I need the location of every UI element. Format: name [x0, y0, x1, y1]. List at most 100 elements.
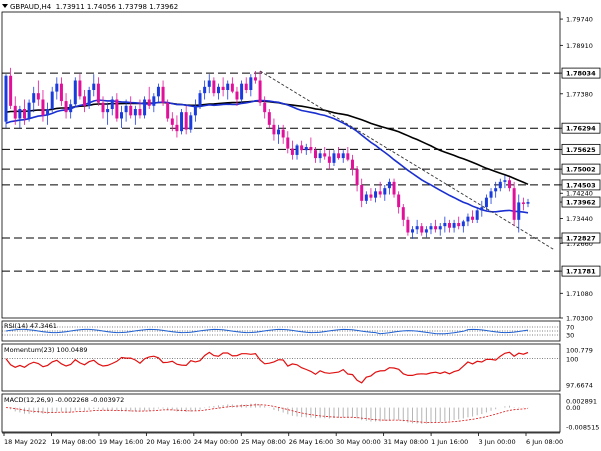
time-tick-label: 26 May 16:00: [289, 438, 334, 446]
candle-body: [189, 115, 193, 130]
current-price-tag-box: [561, 196, 601, 208]
chart-header: GBPAUD,H4 1.73911 1.74056 1.73798 1.7396…: [2, 3, 178, 11]
candle-body: [397, 194, 401, 208]
candle-body: [452, 223, 456, 228]
candle-body: [374, 191, 378, 198]
candle-body: [475, 210, 479, 220]
candle-body: [78, 80, 82, 97]
candle-body: [230, 83, 234, 92]
candle-body: [124, 105, 128, 113]
candle-body: [480, 207, 484, 211]
macd-tick-label: -0.008515: [566, 424, 599, 432]
candle-body: [175, 124, 179, 132]
candle-body: [327, 156, 331, 163]
candle-body: [216, 86, 220, 94]
candle-body: [387, 181, 391, 189]
candle-body: [253, 77, 257, 81]
candle-body: [110, 99, 114, 109]
candle-body: [87, 90, 91, 106]
candle-body: [318, 153, 322, 159]
candle-body: [138, 109, 142, 116]
candle-body: [32, 93, 36, 103]
price-tick-label: 1.73440: [566, 215, 593, 223]
candle-body: [424, 229, 428, 233]
macd-panel-frame: [1, 393, 561, 433]
level-tag-label: 1.74503: [566, 181, 596, 189]
candle-body: [13, 105, 17, 119]
candle-body: [392, 181, 396, 195]
rsi-level-label: 70: [566, 324, 574, 332]
time-tick-label: 18 May 2022: [4, 438, 46, 446]
candle-body: [447, 223, 451, 228]
momentum-line: [5, 351, 529, 384]
candle-body: [198, 93, 202, 106]
time-tick-label: 20 May 16:00: [146, 438, 191, 446]
momentum-tick-label: 100.779: [566, 347, 593, 355]
candle-body: [143, 99, 147, 116]
candle-body: [249, 77, 253, 90]
level-tag-box: [561, 143, 601, 155]
candle-body: [517, 202, 521, 220]
level-tag-box: [561, 163, 601, 175]
candle-body: [503, 180, 507, 182]
momentum-tick-label: 100: [566, 355, 578, 363]
macd-tick-label: 0.002891: [566, 398, 597, 406]
candle-body: [290, 148, 294, 155]
candle-body: [494, 188, 498, 192]
candle-body: [50, 91, 54, 109]
candle-body: [46, 109, 50, 116]
candle-body: [152, 96, 156, 106]
time-tick-label: 19 May 16:00: [99, 438, 144, 446]
candle-body: [27, 102, 31, 119]
candle-body: [22, 109, 26, 119]
dropdown-triangle-icon[interactable]: [2, 4, 8, 8]
candle-body: [161, 86, 165, 103]
candle-body: [369, 194, 373, 198]
candle-body: [471, 216, 475, 220]
candle-body: [277, 129, 281, 135]
momentum-tick-label: 97.6674: [566, 382, 593, 390]
candle-body: [272, 124, 276, 135]
candle-body: [457, 223, 461, 227]
candle-body: [203, 86, 207, 94]
candle-body: [443, 223, 447, 227]
candle-body: [129, 105, 133, 116]
candle-body: [180, 112, 184, 132]
time-tick-label: 6 Jun 08:00: [526, 438, 563, 446]
candle-body: [508, 180, 512, 189]
current-price-tag-label: 1.73962: [566, 199, 596, 207]
candle-body: [420, 226, 424, 233]
candle-body: [341, 153, 345, 159]
price-tick-label: 1.72660: [566, 240, 593, 248]
time-tick-label: 19 May 08:00: [51, 438, 96, 446]
candle-body: [18, 109, 22, 119]
candle-body: [64, 101, 68, 113]
candle-body: [9, 75, 13, 106]
candle-body: [73, 80, 77, 105]
price-tick-label: 1.74240: [566, 190, 593, 198]
symbol-label: GBPAUD,H4: [10, 3, 52, 11]
candle-body: [92, 83, 96, 90]
main-panel-frame: [1, 11, 561, 319]
candle-body: [193, 105, 197, 116]
candle-body: [438, 226, 442, 230]
level-tag-box: [561, 265, 601, 277]
time-tick-label: 3 Jun 00:00: [479, 438, 516, 446]
rsi-line: [5, 328, 529, 335]
candle-body: [184, 112, 188, 130]
candle-body: [429, 226, 433, 230]
time-tick-label: 25 May 08:00: [241, 438, 286, 446]
candle-body: [309, 147, 313, 151]
candle-body: [286, 137, 290, 149]
candle-body: [512, 188, 516, 220]
candle-body: [166, 102, 170, 119]
momentum-title: Momentum(23) 100.0489: [4, 346, 87, 354]
descending-trendline: [259, 70, 555, 251]
candle-body: [434, 226, 438, 230]
time-tick-label: 31 May 08:00: [384, 438, 429, 446]
candle-body: [55, 83, 59, 92]
level-tag-label: 1.78034: [566, 70, 596, 78]
candle-body: [244, 83, 248, 90]
price-tick-label: 1.71080: [566, 290, 593, 298]
